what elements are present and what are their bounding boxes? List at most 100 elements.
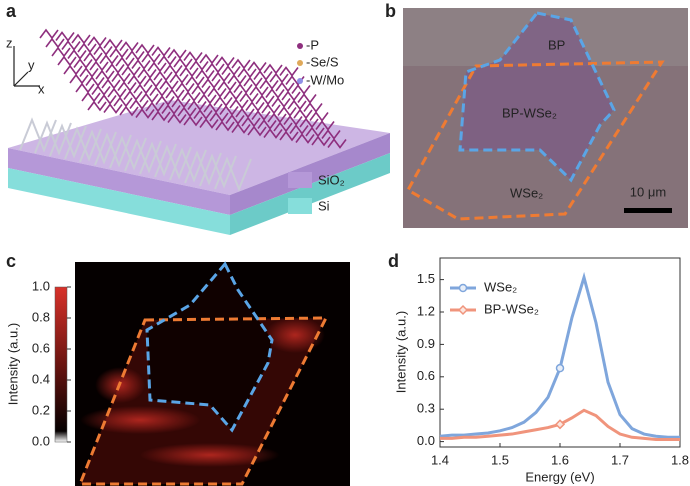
y-tick-label: 0.3	[417, 401, 435, 416]
bp-bond	[103, 38, 123, 50]
bp-bond	[51, 46, 71, 58]
bp-bond	[205, 62, 225, 74]
bp-bond	[315, 120, 335, 131]
bp-bond	[275, 81, 295, 93]
legend-label: -P	[306, 37, 319, 52]
coordinate-axes	[13, 46, 40, 87]
bp-bond	[265, 88, 285, 99]
bp-bond	[273, 121, 293, 133]
bp-bond	[231, 58, 251, 70]
bp-bond	[215, 56, 235, 67]
series-marker	[555, 363, 565, 373]
bp-bond	[131, 59, 151, 70]
bp-bond	[157, 55, 177, 66]
bp-bond	[185, 75, 205, 87]
bp-bond	[187, 100, 207, 111]
bp-bond	[125, 50, 145, 61]
bp-bond	[89, 60, 109, 72]
bp-bond	[119, 105, 139, 117]
bp-bond	[193, 109, 213, 120]
bp-bond	[249, 85, 269, 97]
panel-label: a	[6, 1, 17, 21]
bp-bond	[67, 49, 87, 60]
bp-bond	[305, 126, 325, 138]
bp-bond	[151, 110, 171, 122]
bp-bond	[133, 83, 153, 95]
tmd-bond	[64, 126, 102, 162]
bp-bond	[213, 96, 233, 107]
bp-bond	[161, 104, 181, 115]
tmd-bond	[34, 120, 72, 156]
bp-bond	[137, 68, 157, 79]
bp-bond	[257, 119, 277, 130]
bp-bond	[87, 100, 107, 112]
bp-outline	[145, 261, 274, 433]
bp-bond	[135, 108, 155, 119]
bp-bond	[129, 99, 149, 110]
layer-label: SiO₂	[318, 172, 345, 187]
bp-bond	[271, 97, 291, 108]
tmd-bond	[169, 147, 207, 183]
bp-bond	[221, 65, 241, 76]
colorbar	[54, 286, 68, 443]
bp-bond	[287, 99, 307, 111]
x-tick-label: 1.4	[431, 452, 449, 467]
wse2-outline	[77, 316, 329, 486]
x-tick-label: 1.6	[551, 452, 569, 467]
colorbar-label: Intensity (a.u.)	[5, 323, 20, 405]
bp-bond	[291, 84, 311, 95]
region-label: BP-WSe₂	[502, 105, 557, 120]
bp-bond	[105, 63, 125, 74]
pl-emission	[80, 264, 326, 484]
y-tick-label: 1.5	[417, 271, 435, 286]
colorbar-tick-label: 0.4	[32, 371, 50, 386]
region-label: WSe₂	[510, 185, 543, 200]
legend-dot	[297, 78, 303, 84]
bp-bond	[259, 79, 279, 90]
bp-bond	[183, 115, 203, 127]
bp-bond	[145, 101, 165, 113]
bp-bond	[207, 87, 227, 98]
x-tick-label: 1.8	[671, 452, 689, 467]
bp-bond	[87, 36, 107, 47]
bp-bond	[39, 28, 59, 40]
bp-bond	[75, 82, 95, 94]
bp-bond	[215, 120, 235, 132]
x-axis-label: Energy (eV)	[525, 469, 594, 484]
bp-bond	[143, 77, 163, 88]
colorbar-tick-label: 0.6	[32, 340, 50, 355]
axis-label: y	[28, 57, 35, 72]
bp-bond	[261, 103, 281, 115]
bp-bond	[231, 123, 251, 134]
bp-bond	[255, 94, 275, 106]
bp-bond	[279, 130, 299, 142]
bp-bond	[61, 40, 81, 51]
axis-label: x	[38, 81, 45, 96]
bp-bond	[211, 71, 231, 83]
bp-bond	[153, 70, 173, 82]
bp-bond	[101, 78, 121, 90]
bp-bond	[63, 64, 83, 76]
tmd-bond	[154, 144, 192, 180]
region-label: BP	[548, 37, 565, 52]
bp-bond	[311, 135, 331, 147]
bp-bond	[111, 72, 131, 83]
bp-bond	[251, 110, 271, 121]
colorbar-tick-label: 0.8	[32, 309, 50, 324]
bp-bond	[127, 74, 147, 86]
bp-flake	[460, 13, 614, 180]
series-marker	[554, 419, 566, 430]
legend-label: WSe₂	[484, 279, 517, 294]
axis-label: z	[6, 35, 13, 50]
bp-bond	[209, 111, 229, 123]
y-tick-label: 0.6	[417, 368, 435, 383]
bp-bond	[223, 89, 243, 101]
bp-outline	[458, 11, 616, 183]
layer-swatch	[288, 198, 312, 214]
bp-bond	[91, 85, 111, 96]
tmd-bond	[49, 123, 87, 159]
bp-bond	[289, 124, 309, 135]
bp-bond	[169, 73, 189, 84]
bp-bond	[99, 54, 119, 65]
colorbar-tick-label: 1.0	[32, 278, 50, 293]
